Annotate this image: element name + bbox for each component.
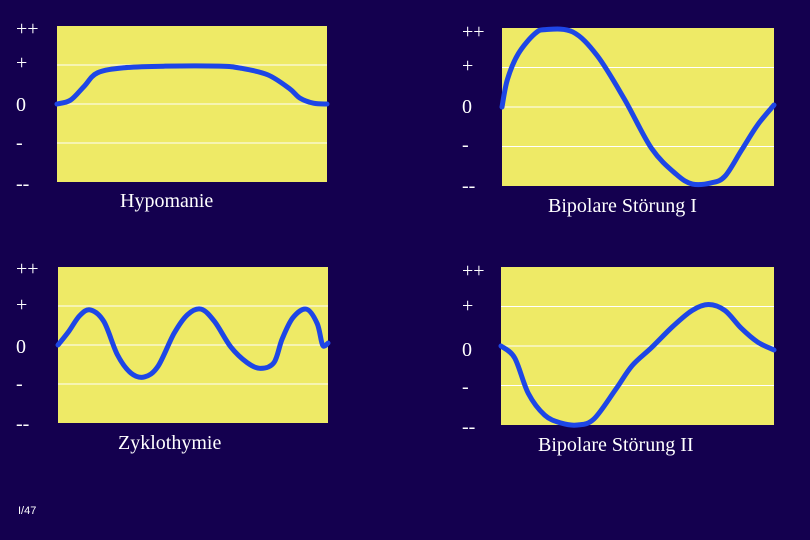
level-label-minusminus: -- (16, 173, 30, 195)
mood-curve (499, 26, 777, 188)
curve-svg (55, 305, 331, 385)
curve-svg (54, 63, 330, 144)
level-label-plus: + (462, 295, 474, 317)
level-label-plus: + (462, 55, 474, 77)
level-label-zero: 0 (462, 339, 472, 361)
level-label-minusminus: -- (16, 413, 30, 435)
page-number: I/47 (18, 505, 37, 517)
plot-area (54, 26, 330, 182)
curve-svg (498, 302, 777, 428)
panel-title: Zyklothymie (118, 432, 222, 454)
panel-title: Bipolare Störung II (538, 434, 694, 456)
level-label-minusminus: -- (462, 175, 476, 197)
level-label-minus: - (462, 134, 469, 156)
level-label-plusplus: ++ (462, 260, 485, 282)
plot-area (498, 267, 777, 428)
level-label-minus: - (16, 132, 23, 154)
panel-title: Bipolare Störung I (548, 195, 697, 217)
curve-svg (499, 26, 777, 188)
plot-area (55, 267, 331, 423)
level-label-plusplus: ++ (16, 18, 39, 40)
level-label-minus: - (16, 373, 23, 395)
mood-curve (498, 302, 777, 428)
plot-area (499, 26, 777, 188)
mood-curve (54, 63, 330, 107)
level-label-plus: + (16, 52, 28, 74)
mood-curve (55, 306, 331, 380)
level-label-plus: + (16, 294, 28, 316)
level-label-minus: - (462, 376, 469, 398)
level-label-minusminus: -- (462, 416, 476, 438)
level-label-zero: 0 (16, 336, 26, 358)
level-label-zero: 0 (16, 94, 26, 116)
level-label-zero: 0 (462, 96, 472, 118)
panel-title: Hypomanie (120, 190, 214, 212)
level-label-plusplus: ++ (462, 21, 485, 43)
level-label-plusplus: ++ (16, 258, 39, 280)
